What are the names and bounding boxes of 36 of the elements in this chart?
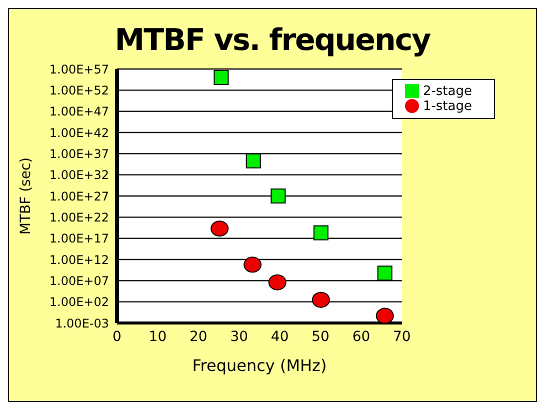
y-tick-label: 1.00E+47 bbox=[49, 104, 109, 119]
point bbox=[312, 292, 330, 308]
y-tick-label: 1.00E+42 bbox=[49, 126, 109, 140]
point bbox=[244, 256, 262, 273]
x-tick-label: 70 bbox=[393, 328, 411, 345]
point bbox=[313, 225, 328, 240]
y-tick-label: 1.00E-03 bbox=[55, 316, 109, 330]
y-tick-label: 1.00E+27 bbox=[49, 189, 109, 204]
y-tick-label: 1.00E+12 bbox=[49, 252, 109, 267]
y-tick-label: 1.00E+52 bbox=[49, 83, 109, 98]
y-tick-label: 1.00E+32 bbox=[49, 168, 109, 182]
y-tick-label: 1.00E+22 bbox=[49, 210, 109, 224]
point bbox=[246, 153, 261, 168]
y-axis-title: MTBF (sec) bbox=[18, 157, 34, 235]
x-tick-label: 50 bbox=[312, 328, 330, 345]
point bbox=[214, 70, 229, 85]
legend-label: 2-stage bbox=[422, 84, 472, 99]
y-tick-label: 1.00E+07 bbox=[49, 274, 109, 288]
x-axis-title: Frequency (MHz) bbox=[192, 356, 327, 375]
x-tick-label: 40 bbox=[270, 328, 289, 345]
point bbox=[376, 308, 394, 323]
point bbox=[377, 266, 392, 281]
point bbox=[268, 274, 286, 290]
x-tick-label: 30 bbox=[230, 328, 248, 345]
chart-title: MTBF vs. frequency bbox=[114, 22, 432, 60]
x-tick-label: 20 bbox=[189, 328, 208, 345]
legend-label: 1-stage bbox=[422, 99, 472, 114]
y-tick-label: 1.00E+57 bbox=[49, 62, 109, 76]
x-tick-label: 60 bbox=[352, 328, 370, 345]
point bbox=[270, 188, 286, 204]
x-tick-label: 10 bbox=[148, 328, 167, 345]
x-tick-label: 0 bbox=[112, 328, 122, 345]
point bbox=[210, 220, 229, 237]
y-tick-label: 1.00E+02 bbox=[49, 295, 109, 310]
y-tick-label: 1.00E+17 bbox=[49, 232, 109, 246]
y-tick-label: 1.00E+37 bbox=[49, 146, 109, 161]
